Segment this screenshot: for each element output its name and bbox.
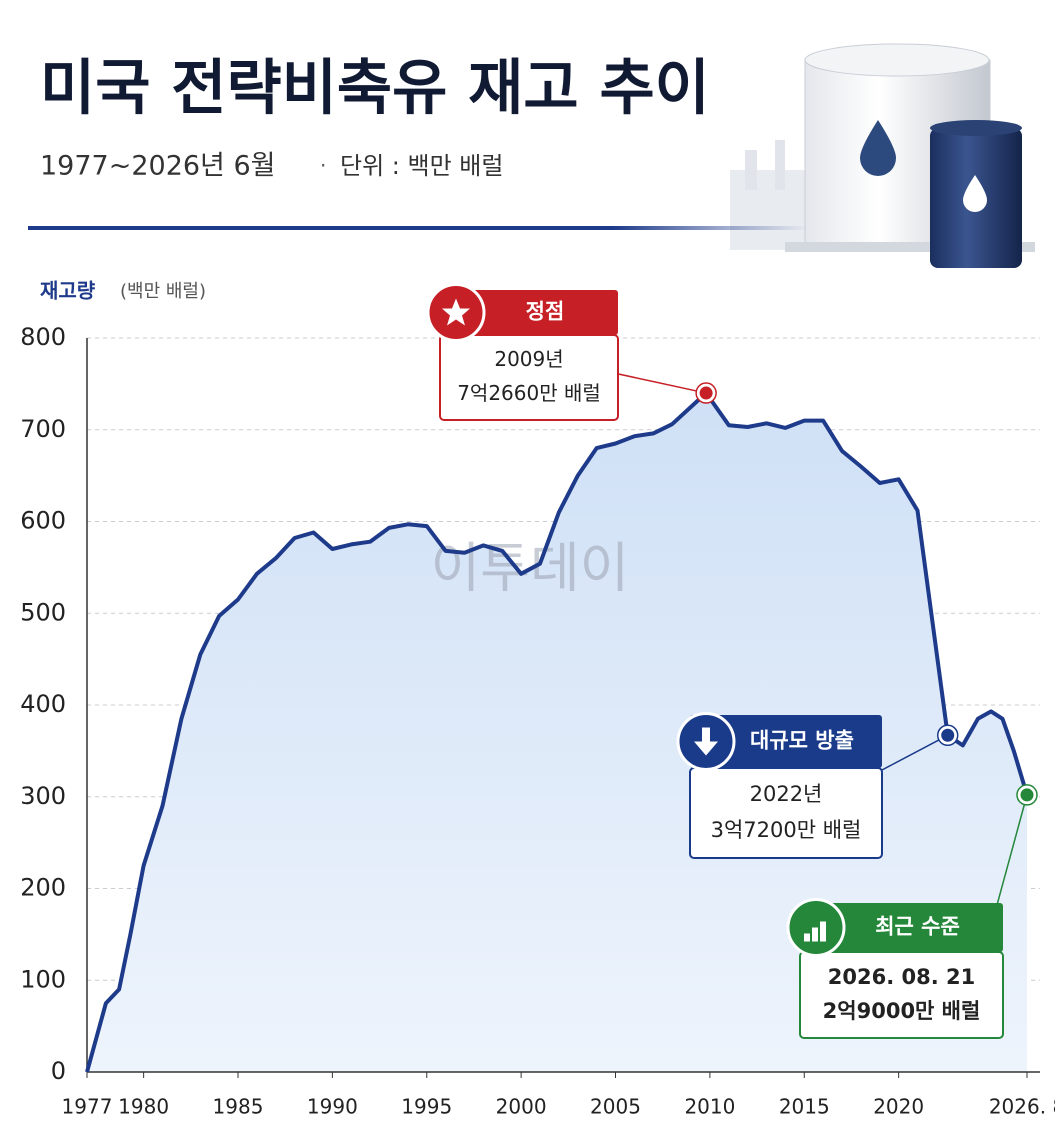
y-tick-label: 300: [20, 782, 66, 810]
y-tick-label: 800: [20, 323, 66, 351]
callout-text: 2022년: [750, 782, 823, 806]
y-label: 재고량: [40, 279, 96, 303]
x-tick-label: 1980: [118, 1095, 169, 1119]
x-tick-label: 1977: [62, 1095, 113, 1119]
icon: [804, 933, 810, 942]
x-tick-label: 2005: [590, 1095, 641, 1119]
x-tick-label: 1985: [213, 1095, 264, 1119]
unit-note: 단위 : 백만 배럴: [340, 152, 503, 180]
leader-line: [881, 734, 949, 771]
marker: [938, 725, 958, 745]
callout-text: 3억7200만 배럴: [711, 818, 862, 842]
icon: [820, 921, 826, 942]
callout-title: 최근 수준: [875, 915, 960, 939]
callout-text: 2억9000만 배럴: [823, 999, 981, 1023]
subtitle: 1977~2026년 6월: [40, 151, 276, 182]
area: [87, 393, 1027, 1072]
rule: [28, 226, 808, 230]
separator: ·: [320, 154, 326, 178]
illustration: [730, 43, 1035, 268]
y-tick-label: 100: [20, 965, 66, 993]
marker: [696, 383, 716, 403]
title: 미국 전략비축유 재고 추이: [40, 54, 710, 124]
marker-ring: [695, 382, 717, 404]
x-tick-label: 1990: [307, 1095, 358, 1119]
icon: [812, 927, 818, 942]
x-tick-label: 2026. 8: [989, 1095, 1055, 1119]
y-tick-label: 500: [20, 598, 66, 626]
y-tick-label: 200: [20, 874, 66, 902]
y-tick-label: 0: [51, 1057, 66, 1085]
x-tick-label: 2000: [496, 1095, 547, 1119]
leader-line: [996, 794, 1028, 906]
x-tick-label: 1995: [401, 1095, 452, 1119]
callout-text: 2026. 08. 21: [828, 965, 975, 989]
y-tick-label: 600: [20, 507, 66, 535]
icon: [694, 727, 718, 756]
x-tick-label: 2020: [873, 1095, 924, 1119]
callout-header: [440, 290, 618, 335]
callout-header: [800, 903, 1003, 952]
callout-title: 정점: [526, 300, 565, 324]
icon: [442, 298, 470, 326]
marker-ring: [936, 724, 959, 747]
y-unit: (백만 배럴): [120, 281, 206, 302]
callout-title: 대규모 방출: [750, 729, 854, 753]
x-tick-label: 2015: [779, 1095, 830, 1119]
callout-text: 7억2660만 배럴: [457, 381, 601, 405]
marker-ring: [1016, 784, 1038, 806]
callout-text: 2009년: [494, 347, 563, 371]
y-tick-label: 400: [20, 690, 66, 718]
callout-header: [690, 715, 882, 768]
marker: [1017, 785, 1037, 805]
x-tick-label: 2010: [684, 1095, 735, 1119]
line: [85, 391, 1029, 1073]
y-tick-label: 700: [20, 415, 66, 443]
